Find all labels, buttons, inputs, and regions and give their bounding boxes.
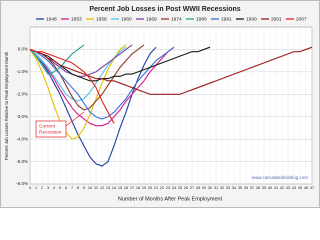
plot-area bbox=[29, 26, 313, 185]
x-tick-label: 0 bbox=[29, 186, 31, 190]
x-tick-label: 25 bbox=[178, 186, 182, 190]
x-tick-label: 2 bbox=[41, 186, 43, 190]
chart: Percent Job Losses in Post WWII Recessio… bbox=[0, 0, 320, 208]
x-tick-label: 39 bbox=[262, 186, 266, 190]
x-tick-label: 33 bbox=[226, 186, 230, 190]
legend-label: 1980 bbox=[196, 17, 207, 23]
x-tick-label: 6 bbox=[65, 186, 67, 190]
series-line bbox=[29, 46, 157, 167]
x-tick-label: 22 bbox=[160, 186, 164, 190]
x-tick-label: 42 bbox=[280, 186, 284, 190]
y-tick-label: -1.0% bbox=[16, 69, 28, 74]
x-tick-label: 14 bbox=[112, 186, 116, 190]
x-tick-label: 18 bbox=[136, 186, 140, 190]
watermark: www.calculatedriskblog.com bbox=[252, 175, 309, 180]
x-tick-label: 10 bbox=[88, 186, 92, 190]
x-tick-label: 28 bbox=[196, 186, 200, 190]
y-tick-label: -3.0% bbox=[16, 114, 28, 119]
x-tick-label: 12 bbox=[100, 186, 104, 190]
legend-label: 1948 bbox=[46, 17, 57, 23]
y-tick-label: 0.0% bbox=[18, 47, 28, 52]
x-tick-label: 46 bbox=[304, 186, 308, 190]
x-tick-label: 7 bbox=[71, 186, 73, 190]
annotation-text: Current bbox=[39, 123, 56, 129]
y-tick-label: -5.0% bbox=[16, 159, 28, 164]
annotation-arrow bbox=[65, 111, 85, 127]
series-line bbox=[29, 46, 175, 127]
x-tick-label: 23 bbox=[166, 186, 170, 190]
x-tick-label: 5 bbox=[59, 186, 61, 190]
series-line bbox=[29, 48, 115, 124]
x-tick-label: 37 bbox=[250, 186, 254, 190]
x-tick-label: 44 bbox=[292, 186, 296, 190]
series-line bbox=[29, 44, 145, 111]
x-axis-title: Number of Months After Peak Employment bbox=[118, 196, 223, 202]
annotation-box bbox=[35, 120, 67, 138]
x-tick-label: 1 bbox=[35, 186, 37, 190]
legend-label: 1969 bbox=[146, 17, 157, 23]
x-tick-label: 26 bbox=[184, 186, 188, 190]
x-tick-label: 32 bbox=[220, 186, 224, 190]
x-tick-label: 30 bbox=[208, 186, 212, 190]
legend-label: 2001 bbox=[271, 17, 282, 23]
x-tick-label: 9 bbox=[83, 186, 85, 190]
series-line bbox=[29, 44, 127, 140]
x-tick-label: 41 bbox=[274, 186, 278, 190]
y-axis-title: Percent Job Losses Relative to Peak Empl… bbox=[4, 51, 9, 160]
legend-label: 1974 bbox=[171, 17, 182, 23]
chart-title: Percent Job Losses in Post WWII Recessio… bbox=[89, 6, 240, 13]
x-tick-label: 19 bbox=[142, 186, 146, 190]
x-tick-label: 45 bbox=[298, 186, 302, 190]
x-tick-label: 34 bbox=[232, 186, 236, 190]
x-tick-label: 4 bbox=[53, 186, 55, 190]
x-tick-label: 8 bbox=[77, 186, 79, 190]
x-tick-label: 17 bbox=[130, 186, 134, 190]
y-tick-label: -6.0% bbox=[16, 181, 28, 186]
x-tick-label: 20 bbox=[148, 186, 152, 190]
legend-label: 1958 bbox=[96, 17, 107, 23]
legend-label: 1960 bbox=[121, 17, 132, 23]
x-tick-label: 15 bbox=[118, 186, 122, 190]
x-tick-label: 36 bbox=[244, 186, 248, 190]
y-tick-label: -2.0% bbox=[16, 91, 28, 96]
x-tick-label: 3 bbox=[47, 186, 49, 190]
series-line bbox=[29, 44, 85, 75]
x-tick-label: 40 bbox=[268, 186, 272, 190]
x-tick-label: 47 bbox=[310, 186, 314, 190]
x-tick-label: 27 bbox=[190, 186, 194, 190]
legend-label: 1990 bbox=[246, 17, 257, 23]
legend-label: 1981 bbox=[221, 17, 232, 23]
x-tick-label: 43 bbox=[286, 186, 290, 190]
legend-label: 2007 bbox=[296, 17, 307, 23]
x-tick-label: 11 bbox=[94, 186, 98, 190]
x-tick-label: 21 bbox=[154, 186, 158, 190]
x-tick-label: 35 bbox=[238, 186, 242, 190]
annotation-text: Recession bbox=[39, 129, 62, 135]
x-tick-label: 38 bbox=[256, 186, 260, 190]
y-tick-label: -4.0% bbox=[16, 136, 28, 141]
x-tick-label: 13 bbox=[106, 186, 110, 190]
x-tick-label: 24 bbox=[172, 186, 176, 190]
x-tick-label: 29 bbox=[202, 186, 206, 190]
series-line bbox=[29, 46, 313, 95]
x-tick-label: 31 bbox=[214, 186, 218, 190]
legend-label: 1953 bbox=[71, 17, 82, 23]
series-line bbox=[29, 46, 127, 102]
x-tick-label: 16 bbox=[124, 186, 128, 190]
